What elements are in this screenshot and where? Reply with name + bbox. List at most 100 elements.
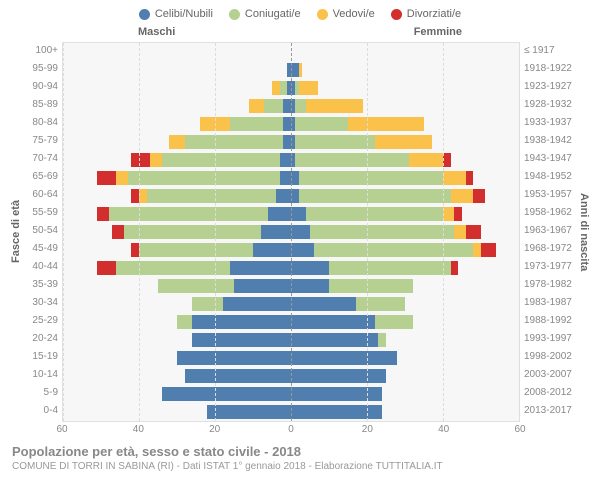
bar-segment — [291, 171, 299, 185]
pyramid-row-male — [63, 259, 291, 277]
bar-segment — [272, 81, 280, 95]
bar-segment — [291, 189, 299, 203]
bar-segment — [443, 171, 466, 185]
bar-segment — [139, 189, 147, 203]
age-label: 95-99 — [24, 60, 58, 78]
age-label: 60-64 — [24, 186, 58, 204]
pyramid-row-male — [63, 79, 291, 97]
pyramid-row-male — [63, 367, 291, 385]
birth-label: 1978-1982 — [524, 276, 576, 294]
chart-footer: Popolazione per età, sesso e stato civil… — [8, 444, 592, 472]
legend-swatch — [139, 9, 150, 20]
birth-label: 1923-1927 — [524, 78, 576, 96]
birth-label: 2003-2007 — [524, 366, 576, 384]
x-tick-label: 40 — [133, 424, 144, 435]
bar-segment — [291, 261, 329, 275]
age-label: 15-19 — [24, 348, 58, 366]
age-label: 25-29 — [24, 312, 58, 330]
bar-segment — [192, 333, 291, 347]
gender-headers: Maschi Femmine — [8, 26, 592, 42]
pyramid-row-female — [291, 133, 519, 151]
bar-segment — [169, 135, 184, 149]
legend-label: Divorziati/e — [407, 8, 461, 20]
birth-label: 2008-2012 — [524, 384, 576, 402]
bar-segment — [451, 189, 474, 203]
grid-line — [63, 43, 64, 421]
pyramid-row-female — [291, 61, 519, 79]
bar-segment — [291, 369, 386, 383]
bar-segment — [299, 63, 303, 77]
x-tick-label: 40 — [438, 424, 449, 435]
bar-segment — [299, 171, 443, 185]
bar-segment — [131, 189, 139, 203]
pyramid-row-male — [63, 43, 291, 61]
bar-segment — [253, 243, 291, 257]
birth-label: 1938-1942 — [524, 132, 576, 150]
age-label: 70-74 — [24, 150, 58, 168]
age-label: 65-69 — [24, 168, 58, 186]
bar-segment — [291, 63, 299, 77]
pyramid-row-male — [63, 205, 291, 223]
bar-segment — [329, 261, 451, 275]
birth-label: ≤ 1917 — [524, 42, 576, 60]
x-tick-label: 60 — [514, 424, 525, 435]
legend-item: Vedovi/e — [317, 8, 375, 20]
x-axis: 6040200204060 — [8, 424, 592, 438]
center-line — [291, 43, 292, 421]
bar-segment — [409, 153, 443, 167]
bar-segment — [139, 243, 253, 257]
birth-label: 1933-1937 — [524, 114, 576, 132]
pyramid-row-male — [63, 61, 291, 79]
pyramid-row-female — [291, 169, 519, 187]
grid-line — [215, 43, 216, 421]
bar-segment — [109, 207, 269, 221]
bar-segment — [97, 261, 116, 275]
population-pyramid-chart: Celibi/NubiliConiugati/eVedovi/eDivorzia… — [0, 0, 600, 500]
x-tick-label: 20 — [362, 424, 373, 435]
bar-segment — [162, 387, 291, 401]
bar-segment — [249, 99, 264, 113]
bar-segment — [234, 279, 291, 293]
bar-segment — [116, 171, 127, 185]
pyramid-row-female — [291, 151, 519, 169]
bar-segment — [128, 171, 280, 185]
male-half — [63, 43, 291, 421]
grid-line — [443, 43, 444, 421]
legend: Celibi/NubiliConiugati/eVedovi/eDivorzia… — [8, 8, 592, 20]
bar-segment — [329, 279, 413, 293]
bar-segment — [283, 99, 291, 113]
header-male: Maschi — [138, 26, 175, 38]
bar-segment — [295, 117, 348, 131]
grid-line — [139, 43, 140, 421]
legend-swatch — [229, 9, 240, 20]
bar-segment — [375, 315, 413, 329]
bar-segment — [124, 225, 261, 239]
bar-segment — [264, 99, 283, 113]
legend-label: Vedovi/e — [333, 8, 375, 20]
age-labels: 100+95-9990-9485-8980-8475-7970-7465-696… — [24, 42, 62, 422]
birth-label: 1963-1967 — [524, 222, 576, 240]
pyramid-row-male — [63, 277, 291, 295]
legend-swatch — [391, 9, 402, 20]
birth-label: 1998-2002 — [524, 348, 576, 366]
bar-segment — [291, 351, 397, 365]
bar-segment — [306, 99, 363, 113]
bar-segment — [268, 207, 291, 221]
bar-segment — [280, 171, 291, 185]
bar-segment — [207, 405, 291, 419]
bar-segment — [291, 279, 329, 293]
pyramid-row-female — [291, 313, 519, 331]
age-label: 35-39 — [24, 276, 58, 294]
bar-segment — [97, 171, 116, 185]
age-label: 55-59 — [24, 204, 58, 222]
bar-segment — [177, 315, 192, 329]
bar-segment — [97, 207, 108, 221]
bar-segment — [150, 153, 161, 167]
bar-segment — [131, 153, 150, 167]
bar-segment — [299, 81, 318, 95]
pyramid-row-female — [291, 403, 519, 421]
bar-segment — [223, 297, 291, 311]
birth-label: 1958-1962 — [524, 204, 576, 222]
pyramid-row-male — [63, 115, 291, 133]
pyramid-row-female — [291, 277, 519, 295]
